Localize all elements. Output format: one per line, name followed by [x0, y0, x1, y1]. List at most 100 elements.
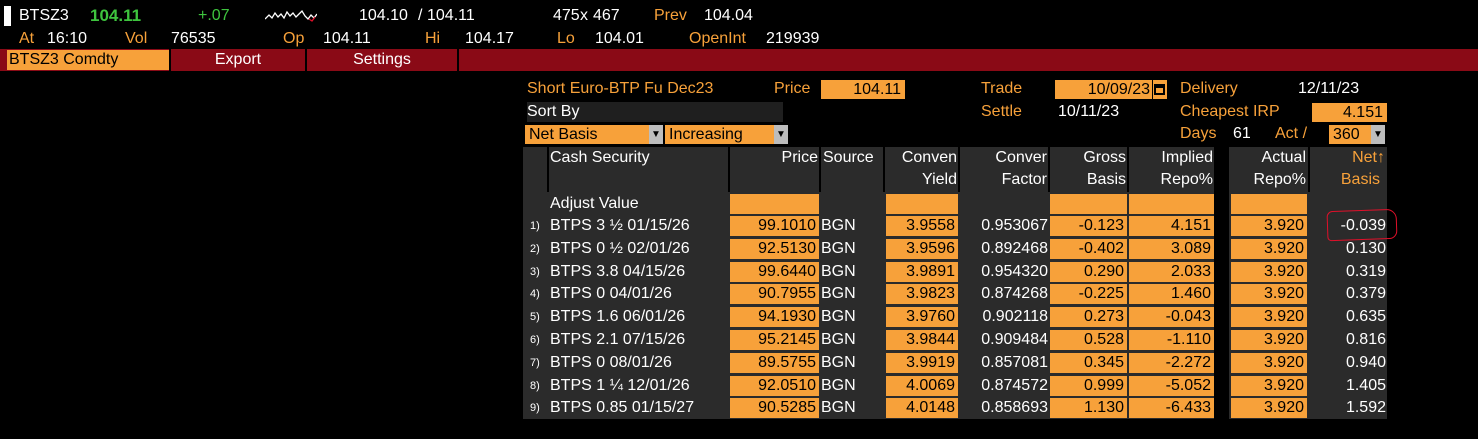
cell-net: 0.130	[1345, 240, 1386, 257]
calendar-button[interactable]	[1153, 80, 1167, 99]
menu-divider	[169, 49, 171, 71]
menu-bar: BTSZ3 Comdty Export Settings	[0, 49, 1478, 71]
cell-yield: 3.9760	[886, 307, 958, 327]
cell-gross: 0.999	[1050, 376, 1127, 396]
cell-security[interactable]: BTPS 1 ¼ 12/01/26	[550, 377, 690, 394]
adjust-gross-input[interactable]	[1050, 194, 1127, 214]
hi-label: Hi	[425, 30, 441, 47]
cell-net: 0.379	[1345, 285, 1386, 302]
delivery-label: Delivery	[1180, 80, 1238, 97]
col-divider	[958, 147, 960, 192]
adjust-actual-input[interactable]	[1231, 194, 1307, 214]
cell-yield: 3.9596	[886, 239, 958, 259]
menu-divider	[305, 49, 307, 71]
cell-security[interactable]: BTPS 2.1 07/15/26	[550, 331, 686, 348]
header-yield-2[interactable]: Yield	[922, 171, 957, 188]
cell-factor: 0.954320	[981, 263, 1048, 280]
sort-field-select[interactable]: Net Basis	[525, 125, 649, 144]
col-divider	[547, 147, 549, 192]
security-field[interactable]: BTSZ3 Comdty	[7, 50, 169, 70]
day-count-select[interactable]: 360	[1329, 125, 1371, 144]
cell-source: BGN	[821, 217, 856, 234]
chevron-down-icon[interactable]: ▼	[649, 125, 663, 144]
export-menu[interactable]: Export	[214, 51, 262, 68]
price-change: +.07	[198, 7, 230, 24]
bid-size: 475	[553, 7, 580, 24]
cell-gross: -0.402	[1050, 239, 1127, 259]
header-net-2[interactable]: Basis	[1340, 171, 1380, 188]
trade-date-input[interactable]: 10/09/23	[1055, 80, 1152, 99]
adjust-price-input[interactable]	[730, 194, 819, 214]
cell-actual: 3.920	[1231, 284, 1307, 304]
ticker[interactable]: BTSZ3	[19, 7, 69, 24]
low-price: 104.01	[595, 30, 644, 47]
chevron-down-icon[interactable]: ▼	[774, 125, 788, 144]
cell-source: BGN	[821, 308, 856, 325]
cell-price: 90.7955	[730, 284, 819, 304]
cell-num: 4)	[530, 288, 540, 300]
sort-by-label: Sort By	[527, 102, 783, 122]
cell-net: 0.940	[1345, 354, 1386, 371]
adjust-yield-input[interactable]	[886, 194, 958, 214]
ask-price: 104.11	[427, 7, 475, 24]
cell-source: BGN	[821, 331, 856, 348]
sort-order-select[interactable]: Increasing	[665, 125, 774, 144]
cell-price: 92.5130	[730, 239, 819, 259]
cell-security[interactable]: BTPS 3.8 04/15/26	[550, 263, 686, 280]
cell-security[interactable]: BTPS 0 ½ 02/01/26	[550, 240, 690, 257]
header-net-1[interactable]: Net	[1352, 149, 1377, 166]
cell-factor: 0.874572	[981, 377, 1048, 394]
prev-price: 104.04	[704, 7, 753, 24]
calendar-icon	[1154, 84, 1165, 95]
sparkline-icon	[265, 9, 317, 22]
adjust-implied-input[interactable]	[1129, 194, 1214, 214]
cell-gross: 0.290	[1050, 262, 1127, 282]
openint-label: OpenInt	[689, 30, 746, 47]
cell-security[interactable]: BTPS 0.85 01/15/27	[550, 399, 695, 416]
cell-implied: 2.033	[1129, 262, 1214, 282]
col-divider	[1048, 147, 1050, 192]
cell-actual: 3.920	[1231, 216, 1307, 236]
price-input[interactable]: 104.11	[821, 80, 905, 99]
header-factor-1[interactable]: Conver	[995, 149, 1047, 166]
cell-source: BGN	[821, 285, 856, 302]
act-label: Act /	[1275, 125, 1308, 142]
header-implied-1[interactable]: Implied	[1161, 149, 1213, 166]
cell-num: 9)	[530, 402, 540, 414]
price-label: Price	[774, 80, 811, 97]
header-actual-1[interactable]: Actual	[1261, 149, 1306, 166]
cell-net: 0.816	[1345, 331, 1386, 348]
cell-security[interactable]: BTPS 3 ½ 01/15/26	[550, 217, 690, 234]
cell-implied: -5.052	[1129, 376, 1214, 396]
lo-label: Lo	[557, 30, 575, 47]
header-implied-2[interactable]: Repo%	[1160, 171, 1213, 188]
cheapest-irp-value: 4.151	[1312, 103, 1387, 122]
header-gross-1[interactable]: Gross	[1083, 149, 1126, 166]
cell-actual: 3.920	[1231, 376, 1307, 396]
header-source[interactable]: Source	[823, 149, 874, 166]
cell-security[interactable]: BTPS 1.6 06/01/26	[550, 308, 686, 325]
header-factor-2[interactable]: Factor	[1001, 171, 1047, 188]
cell-security[interactable]: BTPS 0 04/01/26	[550, 285, 672, 302]
col-divider	[819, 147, 821, 192]
header-actual-2[interactable]: Repo%	[1253, 171, 1306, 188]
cell-num: 6)	[530, 334, 540, 346]
header-price[interactable]: Price	[781, 149, 818, 166]
cell-num: 5)	[530, 311, 540, 323]
header-security[interactable]: Cash Security	[550, 149, 650, 166]
cell-price: 90.5285	[730, 398, 819, 418]
cell-num: 2)	[530, 243, 540, 255]
header-gross-2[interactable]: Basis	[1086, 171, 1126, 188]
cell-gross: 0.528	[1050, 330, 1127, 350]
cell-gross: 0.345	[1050, 353, 1127, 373]
settings-menu[interactable]: Settings	[353, 51, 411, 68]
open-interest: 219939	[766, 30, 820, 47]
cell-security[interactable]: BTPS 0 08/01/26	[550, 354, 672, 371]
last-price: 104.11	[90, 6, 142, 25]
days-label: Days	[1180, 125, 1217, 142]
cell-factor: 0.953067	[981, 217, 1048, 234]
header-yield-1[interactable]: Conven	[901, 149, 957, 166]
chevron-down-icon[interactable]: ▼	[1371, 125, 1385, 144]
cell-yield: 3.9919	[886, 353, 958, 373]
col-divider	[728, 147, 730, 192]
